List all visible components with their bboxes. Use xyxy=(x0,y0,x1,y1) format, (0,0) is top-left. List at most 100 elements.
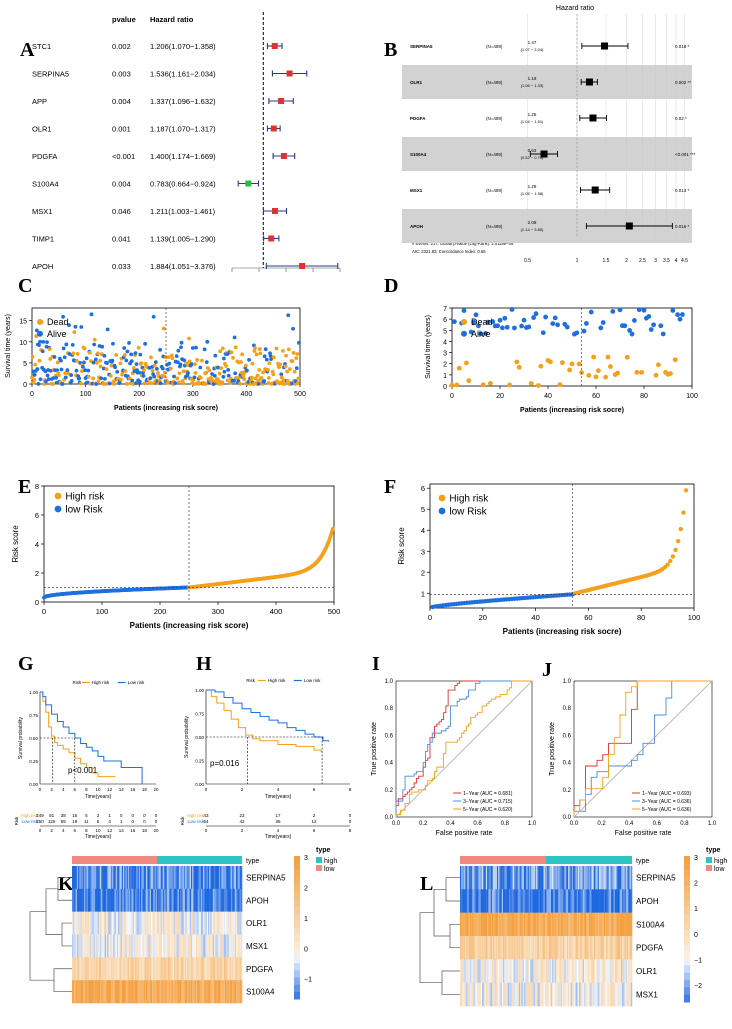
heat-cell xyxy=(531,982,533,1007)
heat-cell xyxy=(106,980,108,1004)
heat-cell xyxy=(138,888,141,912)
heat-cell xyxy=(619,912,622,937)
heat-cell xyxy=(480,936,483,960)
heat-cell xyxy=(624,936,627,960)
heat-cell xyxy=(475,982,478,1007)
heat-cell xyxy=(581,912,584,937)
heat-cell xyxy=(604,866,607,890)
heat-cell xyxy=(161,911,164,935)
heat-cell xyxy=(86,888,89,912)
heat-cell xyxy=(590,889,592,913)
alive-point xyxy=(158,347,163,352)
x-axis-label: False positive rate xyxy=(615,830,672,837)
alive-point xyxy=(190,346,195,350)
heat-cell xyxy=(204,957,206,981)
heat-cell xyxy=(118,911,120,935)
heat-cell xyxy=(601,959,603,983)
heat-cell xyxy=(483,936,485,960)
heat-cell xyxy=(212,934,215,958)
heat-cell xyxy=(129,957,131,981)
heat-cell xyxy=(192,866,194,890)
heat-cell xyxy=(536,982,538,1007)
heat-cell xyxy=(560,866,563,890)
heat-cell xyxy=(129,980,131,1004)
heat-cell xyxy=(76,888,79,912)
heat-cell xyxy=(603,959,606,983)
heat-cell xyxy=(609,866,612,890)
heat-cell xyxy=(544,936,547,960)
heat-cell xyxy=(103,980,106,1004)
heat-cell xyxy=(199,980,202,1004)
alive-point xyxy=(675,312,680,318)
x-axis-label: Patients (increasing risk socre) xyxy=(520,407,624,414)
heat-cell xyxy=(174,980,176,1004)
color-scale-step xyxy=(294,970,300,979)
heat-cell xyxy=(166,911,169,935)
dead-point xyxy=(257,368,262,372)
heat-cell xyxy=(592,982,595,1007)
heat-cell xyxy=(622,889,624,913)
heat-cell xyxy=(616,959,618,983)
heat-cell xyxy=(87,866,90,890)
gene-label: SERPINA5 xyxy=(636,874,676,883)
color-scale-step xyxy=(684,856,690,864)
risk-table-row-label: High risk xyxy=(186,813,204,818)
alive-point xyxy=(134,381,138,386)
heat-cell xyxy=(186,980,188,1004)
heat-cell xyxy=(227,866,229,890)
heat-cell xyxy=(116,911,119,935)
alive-point xyxy=(290,381,294,386)
heat-cell xyxy=(93,957,96,981)
heat-cell xyxy=(503,959,505,983)
pvalue-value: 0.018 * xyxy=(675,44,690,49)
heat-cell xyxy=(568,959,570,983)
heat-cell xyxy=(96,888,98,912)
heat-cell xyxy=(78,911,80,935)
heat-cell xyxy=(614,889,617,913)
heat-cell xyxy=(113,957,115,981)
heat-cell xyxy=(116,888,119,912)
heat-cell xyxy=(191,934,193,958)
dead-point xyxy=(181,381,186,386)
x-tick-label: 0 xyxy=(39,787,42,792)
heat-cell xyxy=(211,934,214,958)
heat-cell xyxy=(99,980,102,1004)
heat-cell xyxy=(147,911,149,935)
heat-cell xyxy=(188,957,191,981)
pvalue-value: 0.001 xyxy=(112,125,131,134)
heat-cell xyxy=(225,888,227,912)
heat-cell xyxy=(159,911,161,935)
heat-cell xyxy=(483,866,485,890)
heat-cell xyxy=(479,936,482,960)
heat-cell xyxy=(72,888,74,912)
heat-cell xyxy=(136,957,138,981)
color-scale-step xyxy=(684,892,690,901)
heat-cell xyxy=(217,911,220,935)
heat-cell xyxy=(550,936,553,960)
heat-cell xyxy=(582,889,585,913)
heat-cell xyxy=(205,957,208,981)
heat-cell xyxy=(460,936,462,960)
heat-cell xyxy=(167,911,170,935)
heat-cell xyxy=(467,959,469,983)
heat-cell xyxy=(482,912,484,937)
heat-cell xyxy=(137,980,140,1004)
heat-cell xyxy=(584,866,586,890)
heat-cell xyxy=(107,934,109,958)
alive-point xyxy=(94,382,99,386)
heat-cell xyxy=(239,866,242,890)
heat-cell xyxy=(512,936,515,960)
heat-cell xyxy=(464,866,467,890)
x-tick-label: 0.4 xyxy=(625,821,634,827)
hazard-ratio-value: 1.187(1.070−1.317) xyxy=(150,125,216,134)
y-tick-label: 0.8 xyxy=(385,706,394,712)
heat-cell xyxy=(214,980,216,1004)
x-tick-label: 80 xyxy=(637,613,645,622)
annotation-low xyxy=(157,856,242,864)
heat-cell xyxy=(103,866,106,890)
heat-cell xyxy=(104,980,107,1004)
x-tick-label: 0.6 xyxy=(473,821,482,827)
heat-cell xyxy=(514,912,516,937)
heat-cell xyxy=(571,982,574,1007)
heat-cell xyxy=(79,934,81,958)
